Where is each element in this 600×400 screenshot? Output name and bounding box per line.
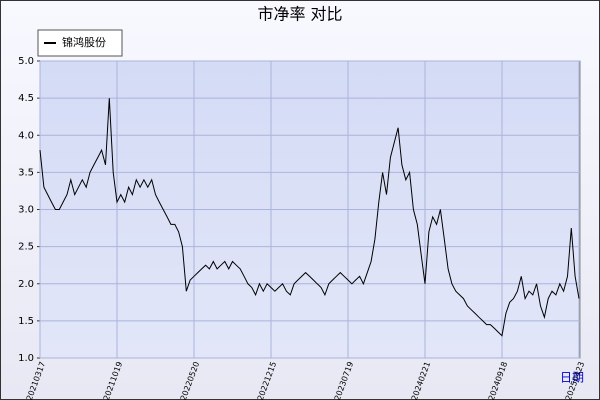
y-tick-label: 1.5 <box>18 316 34 327</box>
y-tick-label: 2.5 <box>18 242 34 253</box>
line <box>39 98 580 337</box>
y-tick-label: 2.0 <box>18 279 34 290</box>
chart-title: 市净率 对比 <box>257 5 342 24</box>
legend: 锦鸿股份 <box>37 29 123 57</box>
y-tick-label: 3.5 <box>18 167 34 178</box>
x-axis-label: 日期 <box>560 371 584 385</box>
y-tick-label: 1.0 <box>18 353 34 364</box>
y-tick-label: 5.0 <box>18 56 34 67</box>
y-tick-label: 4.5 <box>18 93 34 104</box>
y-tick-label: 3.0 <box>18 205 34 216</box>
y-tick-label: 4.0 <box>18 130 34 141</box>
legend-label: 锦鸿股份 <box>62 35 106 49</box>
